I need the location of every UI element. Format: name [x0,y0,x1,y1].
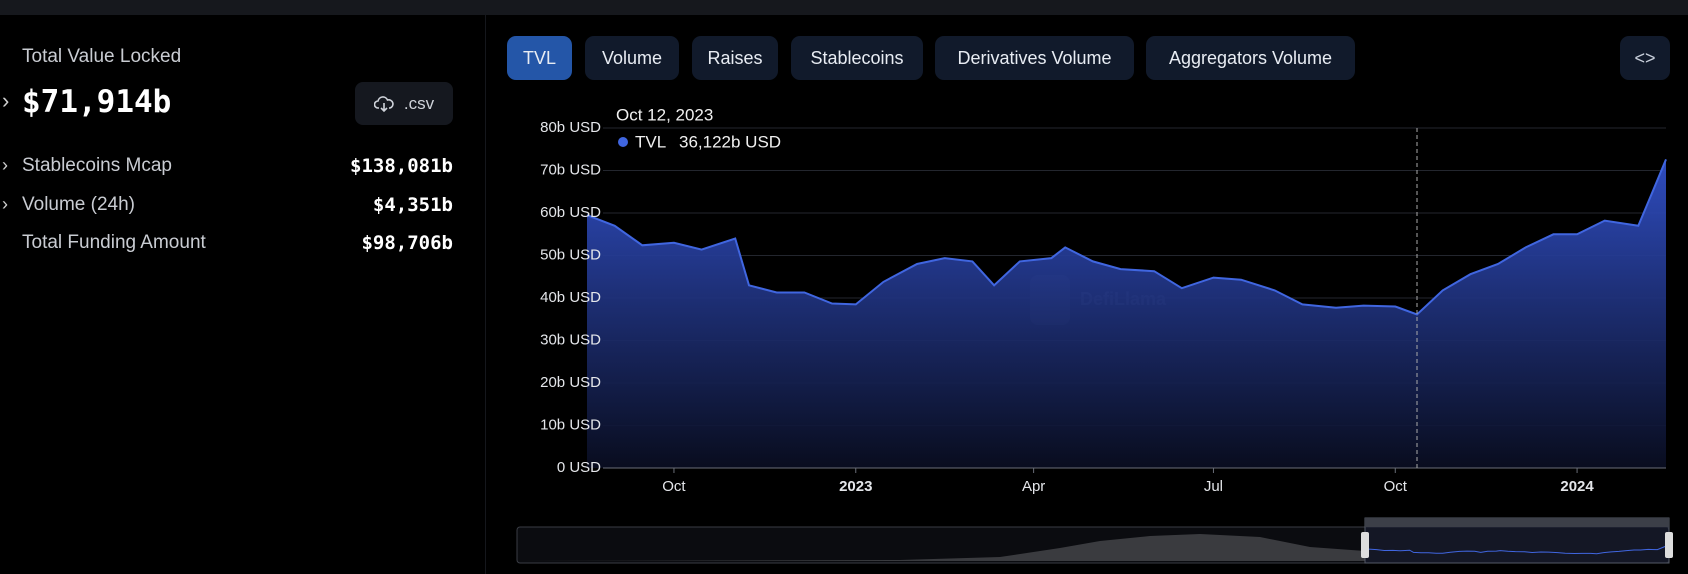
row-label: Total Funding Amount [22,232,206,253]
area [587,159,1666,468]
y-tick-label: 50b USD [540,246,601,263]
chevron[interactable]: › [2,155,8,175]
csv-button[interactable]: .csv [355,82,453,125]
row-value: $138,081b [350,155,453,177]
tooltip-date: Oct 12, 2023 [616,105,713,124]
y-tick-label: 70b USD [540,161,601,178]
x-tick-label: Apr [1022,478,1045,495]
tab[interactable]: TVL [507,36,572,80]
csv-label: .csv [403,93,435,113]
embed-button[interactable]: <> [1620,36,1670,80]
row-label: Volume (24h) [22,194,136,215]
navigator[interactable] [516,517,1673,564]
x-tick-label: 2023 [839,478,872,495]
chevron[interactable]: › [2,88,10,113]
tooltip-value: 36,122b USD [679,132,781,151]
y-tick-label: 40b USD [540,289,601,306]
tvl-total: $71,914b [22,84,172,120]
y-tick-label: 80b USD [540,119,601,136]
y-tick-label: 10b USD [540,416,601,433]
tab[interactable]: Stablecoins [791,36,923,80]
tooltip-series: TVL [635,132,666,151]
tab[interactable]: Volume [585,36,679,80]
x-tick-label: Oct [662,478,686,495]
y-tick-label: 0 USD [557,459,601,476]
row-value: $4,351b [372,194,453,216]
x-tick-label: Jul [1204,478,1223,495]
navigator-handle-bar[interactable] [1365,518,1669,527]
tab[interactable]: Raises [692,36,778,80]
divider [485,15,486,574]
y-tick-label: 20b USD [540,374,601,391]
download-icon [373,95,394,112]
tab[interactable]: Derivatives Volume [935,36,1134,80]
chevron[interactable]: › [2,194,8,214]
line [586,159,1667,316]
navigator-history [517,534,1365,561]
row-label: Stablecoins Mcap [22,155,172,176]
x-tick-label: 2024 [1560,478,1594,495]
tvl-title: Total Value Locked [22,46,182,67]
navigator-handle[interactable] [1665,532,1673,558]
y-tick-label: 30b USD [540,331,601,348]
tooltip-dot [618,137,628,147]
navigator-handle[interactable] [1361,532,1369,558]
y-tick-label: 60b USD [540,204,601,221]
navigator-line [1368,546,1666,555]
tab[interactable]: Aggregators Volume [1146,36,1355,80]
top-bar [0,0,1688,15]
x-tick-label: Oct [1384,478,1408,495]
row-value: $98,706b [361,232,453,254]
